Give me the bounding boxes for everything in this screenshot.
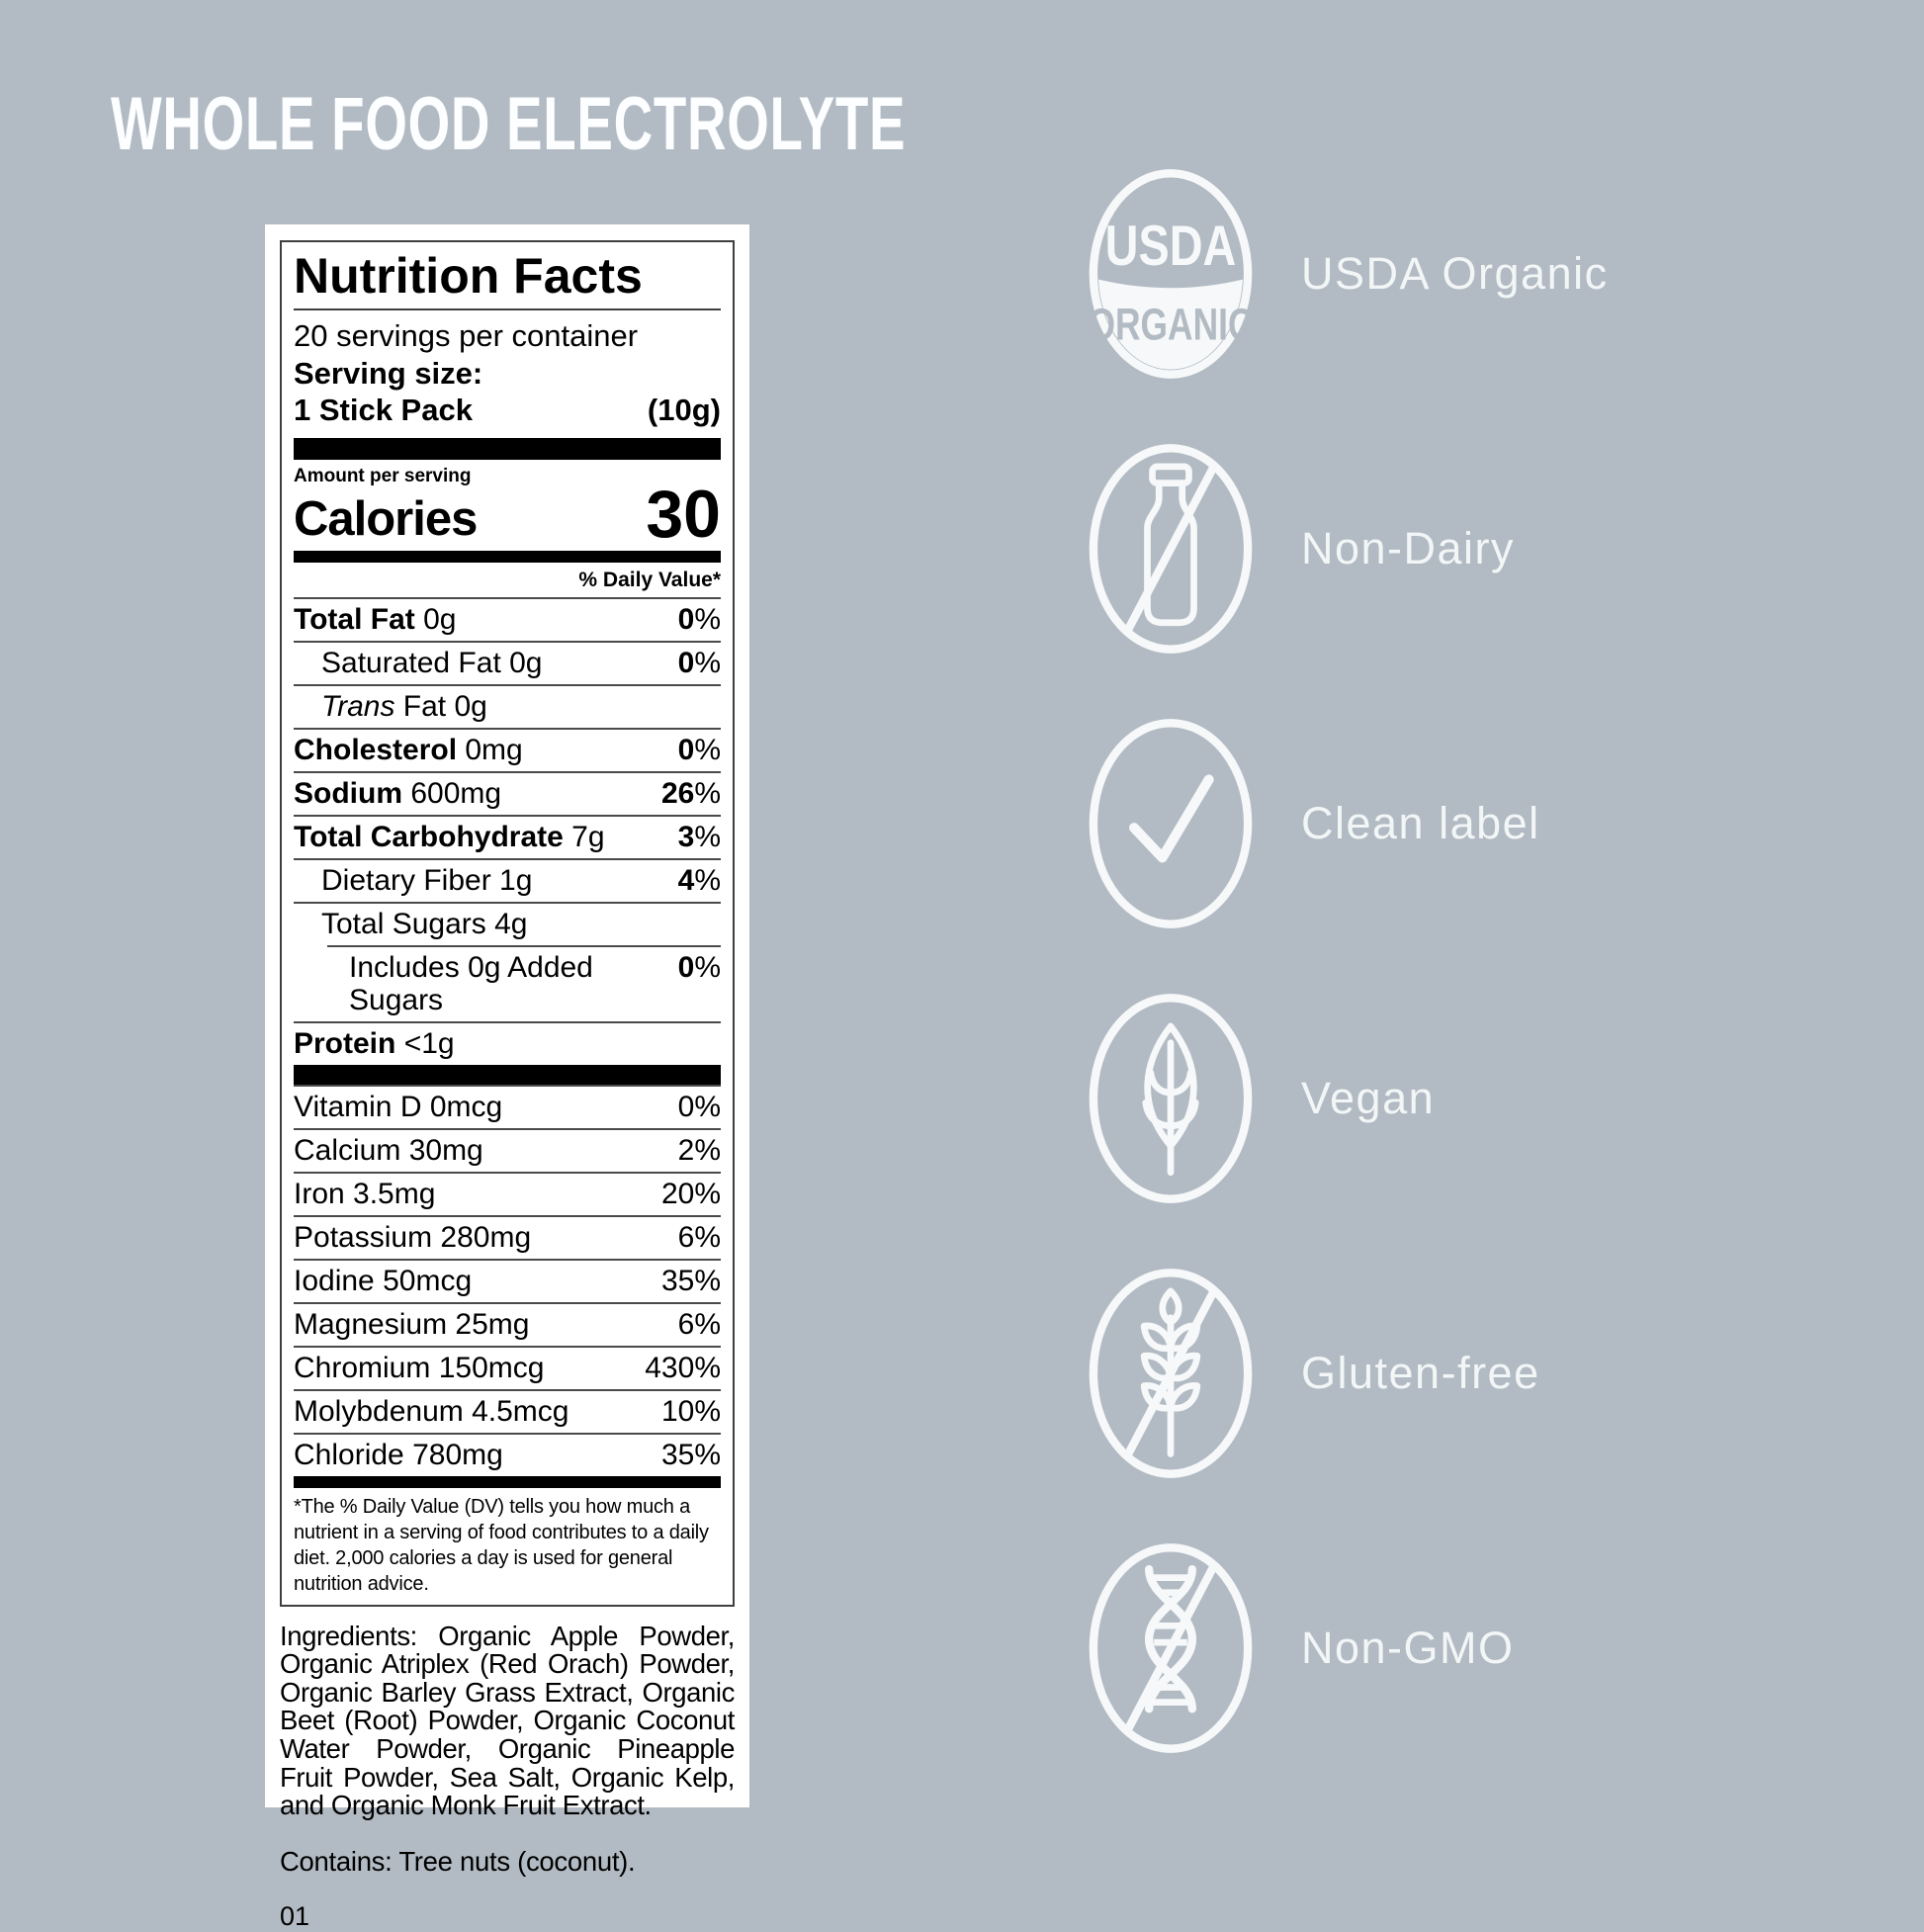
daily-value: 35% bbox=[660, 1264, 721, 1297]
daily-value: 10% bbox=[660, 1394, 721, 1428]
daily-value: 0% bbox=[677, 602, 721, 636]
daily-value-footnote: *The % Daily Value (DV) tells you how mu… bbox=[294, 1495, 709, 1595]
daily-value: 0% bbox=[677, 733, 721, 766]
vitamin-row: Magnesium 25mg 6% bbox=[294, 1301, 721, 1346]
label-code: 01 bbox=[280, 1900, 310, 1931]
serving-size-label: Serving size: bbox=[294, 355, 483, 391]
nutrition-facts-border-box: Nutrition Facts 20 servings per containe… bbox=[280, 240, 735, 1607]
vitamin-row: Iodine 50mcg 35% bbox=[294, 1258, 721, 1302]
badge-label: Non-GMO bbox=[1301, 1623, 1515, 1673]
nutrient-name: Iodine 50mcg bbox=[294, 1264, 473, 1297]
daily-value-header: % Daily Value* bbox=[578, 568, 721, 591]
nutrient-row: Saturated Fat 0g 0% bbox=[294, 640, 721, 684]
daily-value: 0% bbox=[677, 1090, 721, 1123]
amount-per-serving-label: Amount per serving bbox=[294, 465, 472, 486]
no-dna-icon bbox=[1088, 1538, 1254, 1758]
nutrient-name: Magnesium 25mg bbox=[294, 1307, 530, 1341]
badge-non-gmo: Non-GMO bbox=[1088, 1538, 1609, 1758]
nutrient-name: Protein <1g bbox=[294, 1026, 455, 1060]
checkmark-icon bbox=[1088, 714, 1254, 933]
vitamin-row: Vitamin D 0mcg 0% bbox=[294, 1084, 721, 1128]
vitamin-row: Iron 3.5mg 20% bbox=[294, 1171, 721, 1215]
ingredients-text: Ingredients: Organic Apple Powder, Organ… bbox=[280, 1620, 735, 1821]
vitamin-row: Potassium 280mg 6% bbox=[294, 1214, 721, 1259]
svg-text:ORGANIC: ORGANIC bbox=[1089, 299, 1254, 349]
vitamin-row: Molybdenum 4.5mcg 10% bbox=[294, 1388, 721, 1433]
daily-value: 35% bbox=[660, 1438, 721, 1471]
allergen-statement: Contains: Tree nuts (coconut). bbox=[280, 1845, 636, 1877]
badge-gluten-free: Gluten-free bbox=[1088, 1264, 1609, 1483]
badge-label: Clean label bbox=[1301, 798, 1540, 848]
no-milk-bottle-icon bbox=[1088, 439, 1254, 659]
daily-value: 2% bbox=[677, 1133, 721, 1167]
servings-per-container: 20 servings per container bbox=[294, 318, 639, 353]
no-wheat-icon bbox=[1088, 1264, 1254, 1483]
serving-size-weight: (10g) bbox=[647, 393, 721, 428]
nutrient-name: Sodium 600mg bbox=[294, 776, 502, 810]
badge-label: Non-Dairy bbox=[1301, 523, 1516, 573]
nutrient-name: Chloride 780mg bbox=[294, 1438, 503, 1471]
thick-divider-bar bbox=[294, 1064, 721, 1085]
nutrient-name: Dietary Fiber 1g bbox=[321, 863, 533, 897]
badge-clean-label: Clean label bbox=[1088, 714, 1609, 933]
daily-value: 430% bbox=[645, 1351, 721, 1384]
medium-divider-bar bbox=[294, 1475, 721, 1488]
nutrient-name: Chromium 150mcg bbox=[294, 1351, 545, 1384]
nutrient-name: Total Fat 0g bbox=[294, 602, 457, 636]
nutrient-name: Total Carbohydrate 7g bbox=[294, 820, 605, 853]
medium-divider-bar bbox=[294, 550, 721, 563]
nutrient-row: Trans Fat 0g bbox=[294, 683, 721, 728]
nutrient-row: Includes 0g Added Sugars 0% bbox=[327, 944, 721, 1021]
nutrient-row: Total Carbohydrate 7g 3% bbox=[294, 814, 721, 858]
daily-value: 3% bbox=[677, 820, 721, 853]
daily-value: 6% bbox=[677, 1220, 721, 1254]
nutrient-row: Total Sugars 4g bbox=[294, 901, 721, 945]
nutrient-name: Vitamin D 0mcg bbox=[294, 1090, 503, 1123]
nutrient-name: Includes 0g Added Sugars bbox=[349, 950, 593, 1016]
serving-size-row: 1 Stick Pack (10g) bbox=[294, 391, 721, 438]
vitamin-row: Chloride 780mg 35% bbox=[294, 1432, 721, 1476]
nutrition-facts-title: Nutrition Facts bbox=[294, 250, 721, 310]
nutrient-row: Dietary Fiber 1g 4% bbox=[294, 857, 721, 902]
serving-size-name: 1 Stick Pack bbox=[294, 393, 473, 428]
daily-value: 6% bbox=[677, 1307, 721, 1341]
badge-label: Vegan bbox=[1301, 1073, 1436, 1123]
daily-value: 20% bbox=[660, 1177, 721, 1210]
nutrition-facts-card: Nutrition Facts 20 servings per containe… bbox=[265, 224, 749, 1931]
page-title: WHOLE FOOD ELECTROLYTE bbox=[111, 82, 907, 166]
vitamin-row: Chromium 150mcg 430% bbox=[294, 1345, 721, 1389]
badge-label: USDA Organic bbox=[1301, 248, 1609, 299]
nutrient-name: Potassium 280mg bbox=[294, 1220, 532, 1254]
nutrient-row: Cholesterol 0mg 0% bbox=[294, 727, 721, 771]
vitamin-row: Calcium 30mg 2% bbox=[294, 1127, 721, 1172]
nutrient-row: Total Fat 0g 0% bbox=[294, 596, 721, 641]
leaf-icon bbox=[1088, 989, 1254, 1208]
nutrient-rows: Total Fat 0g 0% Saturated Fat 0g 0% Trans Fa… bbox=[294, 596, 721, 1065]
nutrient-row: Protein <1g bbox=[294, 1020, 721, 1065]
badge-list: USDA ORGANIC USDA Organic Non-Dairy Clean … bbox=[1088, 164, 1609, 1813]
thick-divider-bar bbox=[294, 437, 721, 460]
daily-value: 0% bbox=[677, 646, 721, 679]
daily-value: 4% bbox=[677, 863, 721, 897]
daily-value: 26% bbox=[660, 776, 721, 810]
nutrient-name: Molybdenum 4.5mcg bbox=[294, 1394, 569, 1428]
nutrient-name: Calcium 30mg bbox=[294, 1133, 483, 1167]
daily-value: 0% bbox=[677, 950, 721, 984]
usda-organic-seal-icon: USDA ORGANIC bbox=[1088, 164, 1254, 384]
badge-usda-organic: USDA ORGANIC USDA Organic bbox=[1088, 164, 1609, 384]
nutrient-name: Saturated Fat 0g bbox=[321, 646, 543, 679]
nutrient-name: Total Sugars 4g bbox=[321, 907, 528, 940]
badge-vegan: Vegan bbox=[1088, 989, 1609, 1208]
nutrient-name: Iron 3.5mg bbox=[294, 1177, 436, 1210]
nutrient-name: Trans Fat 0g bbox=[321, 689, 487, 723]
svg-text:USDA: USDA bbox=[1105, 215, 1237, 277]
vitamin-mineral-rows: Vitamin D 0mcg 0% Calcium 30mg 2% Iron 3.5mg… bbox=[294, 1084, 721, 1476]
badge-label: Gluten-free bbox=[1301, 1348, 1540, 1398]
calories-row: Calories 30 bbox=[294, 476, 721, 552]
calories-value: 30 bbox=[646, 476, 721, 552]
nutrient-row: Sodium 600mg 26% bbox=[294, 770, 721, 815]
calories-label: Calories bbox=[294, 492, 478, 547]
nutrient-name: Cholesterol 0mg bbox=[294, 733, 523, 766]
badge-non-dairy: Non-Dairy bbox=[1088, 439, 1609, 659]
